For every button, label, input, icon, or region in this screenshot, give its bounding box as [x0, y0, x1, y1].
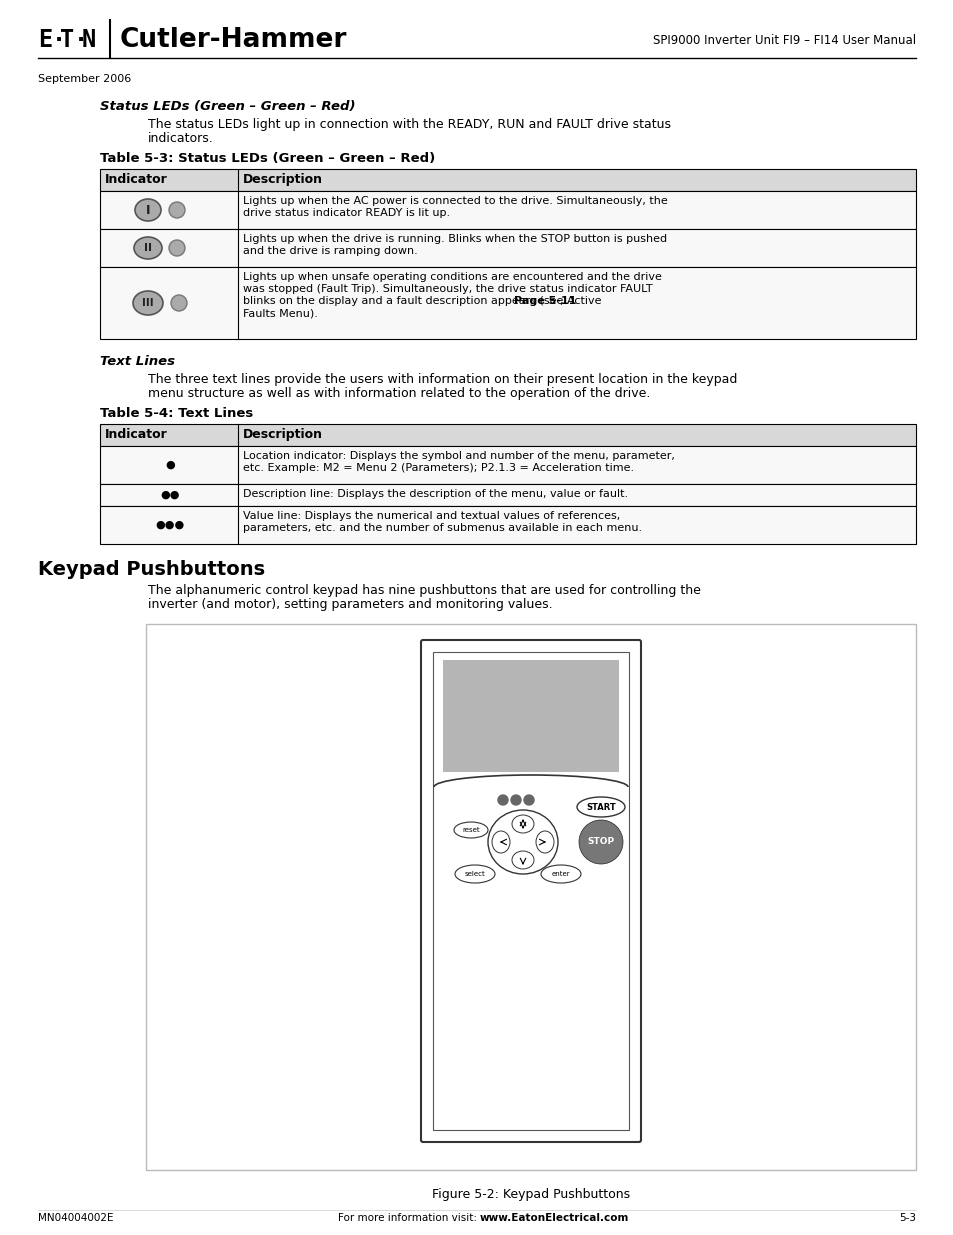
Text: Table 5-4: Text Lines: Table 5-4: Text Lines: [100, 408, 253, 420]
Text: ·: ·: [52, 28, 66, 52]
Bar: [433, 652, 628, 1130]
Circle shape: [169, 203, 185, 219]
Ellipse shape: [455, 864, 495, 883]
Circle shape: [511, 795, 520, 805]
Circle shape: [497, 795, 507, 805]
Circle shape: [171, 295, 187, 311]
Text: Lights up when the drive is running. Blinks when the STOP button is pushed: Lights up when the drive is running. Bli…: [243, 233, 666, 245]
Text: Location indicator: Displays the symbol and number of the menu, parameter,: Location indicator: Displays the symbol …: [243, 451, 674, 461]
Circle shape: [169, 240, 185, 256]
Text: III: III: [142, 298, 153, 308]
Text: N: N: [82, 28, 96, 52]
Text: ●: ●: [165, 459, 174, 471]
Bar: [100, 484, 915, 506]
Text: Faults Menu).: Faults Menu).: [243, 308, 317, 317]
Ellipse shape: [536, 831, 554, 853]
Text: Page 5-11: Page 5-11: [514, 296, 577, 306]
Text: Description: Description: [243, 429, 323, 441]
Bar: [100, 169, 915, 191]
Text: Lights up when the AC power is connected to the drive. Simultaneously, the: Lights up when the AC power is connected…: [243, 196, 667, 206]
Ellipse shape: [577, 797, 624, 818]
FancyBboxPatch shape: [420, 640, 640, 1142]
Bar: [442, 659, 618, 772]
Text: MN04004002E: MN04004002E: [38, 1213, 113, 1223]
Text: 5-3: 5-3: [898, 1213, 915, 1223]
Text: , Active: , Active: [559, 296, 600, 306]
Bar: [100, 191, 915, 228]
Text: parameters, etc. and the number of submenus available in each menu.: parameters, etc. and the number of subme…: [243, 522, 641, 534]
Bar: [100, 446, 915, 484]
Text: ·: ·: [74, 28, 89, 52]
Ellipse shape: [133, 237, 162, 259]
Text: September 2006: September 2006: [38, 74, 132, 84]
Ellipse shape: [492, 831, 510, 853]
Text: Keypad Pushbuttons: Keypad Pushbuttons: [38, 559, 265, 579]
Ellipse shape: [540, 864, 580, 883]
Text: START: START: [585, 803, 616, 811]
Text: and the drive is ramping down.: and the drive is ramping down.: [243, 246, 417, 256]
Bar: [146, 624, 915, 1170]
Text: Description line: Displays the description of the menu, value or fault.: Description line: Displays the descripti…: [243, 489, 627, 499]
Text: blinks on the display and a fault description appears (see: blinks on the display and a fault descri…: [243, 296, 566, 306]
Text: STOP: STOP: [587, 837, 614, 846]
Ellipse shape: [512, 851, 534, 869]
Ellipse shape: [132, 291, 163, 315]
Text: ●●: ●●: [160, 490, 179, 500]
Bar: [100, 506, 915, 543]
Ellipse shape: [454, 823, 488, 839]
Circle shape: [523, 795, 534, 805]
Text: Description: Description: [243, 173, 323, 186]
Text: etc. Example: M2 = Menu 2 (Parameters); P2.1.3 = Acceleration time.: etc. Example: M2 = Menu 2 (Parameters); …: [243, 463, 634, 473]
Text: Lights up when unsafe operating conditions are encountered and the drive: Lights up when unsafe operating conditio…: [243, 272, 661, 282]
Ellipse shape: [512, 815, 534, 832]
Text: indicators.: indicators.: [148, 132, 213, 144]
Text: enter: enter: [551, 871, 570, 877]
Text: Status LEDs (Green – Green – Red): Status LEDs (Green – Green – Red): [100, 100, 355, 112]
Text: SPI9000 Inverter Unit FI9 – FI14 User Manual: SPI9000 Inverter Unit FI9 – FI14 User Ma…: [652, 33, 915, 47]
Text: select: select: [464, 871, 485, 877]
Text: Indicator: Indicator: [105, 429, 168, 441]
Text: reset: reset: [461, 827, 479, 832]
Circle shape: [578, 820, 622, 864]
Text: ●●●: ●●●: [155, 520, 185, 530]
Text: Indicator: Indicator: [105, 173, 168, 186]
Text: T: T: [60, 28, 74, 52]
Text: menu structure as well as with information related to the operation of the drive: menu structure as well as with informati…: [148, 387, 650, 400]
Ellipse shape: [135, 199, 161, 221]
Text: Figure 5-2: Keypad Pushbuttons: Figure 5-2: Keypad Pushbuttons: [432, 1188, 629, 1200]
Bar: [100, 424, 915, 446]
Ellipse shape: [488, 810, 558, 874]
Text: Value line: Displays the numerical and textual values of references,: Value line: Displays the numerical and t…: [243, 511, 619, 521]
Text: www.EatonElectrical.com: www.EatonElectrical.com: [479, 1213, 629, 1223]
Bar: [100, 267, 915, 338]
Text: I: I: [146, 204, 150, 216]
Text: Cutler-Hammer: Cutler-Hammer: [120, 27, 347, 53]
Text: was stopped (Fault Trip). Simultaneously, the drive status indicator FAULT: was stopped (Fault Trip). Simultaneously…: [243, 284, 652, 294]
Text: The alphanumeric control keypad has nine pushbuttons that are used for controlli: The alphanumeric control keypad has nine…: [148, 584, 700, 597]
Text: For more information visit:: For more information visit:: [337, 1213, 479, 1223]
Text: The status LEDs light up in connection with the READY, RUN and FAULT drive statu: The status LEDs light up in connection w…: [148, 119, 670, 131]
Text: Text Lines: Text Lines: [100, 354, 174, 368]
Text: The three text lines provide the users with information on their present locatio: The three text lines provide the users w…: [148, 373, 737, 387]
Text: drive status indicator READY is lit up.: drive status indicator READY is lit up.: [243, 207, 450, 219]
Text: inverter (and motor), setting parameters and monitoring values.: inverter (and motor), setting parameters…: [148, 598, 552, 611]
Text: E: E: [38, 28, 52, 52]
Bar: [100, 228, 915, 267]
Text: II: II: [144, 243, 152, 253]
Text: Table 5-3: Status LEDs (Green – Green – Red): Table 5-3: Status LEDs (Green – Green – …: [100, 152, 435, 165]
